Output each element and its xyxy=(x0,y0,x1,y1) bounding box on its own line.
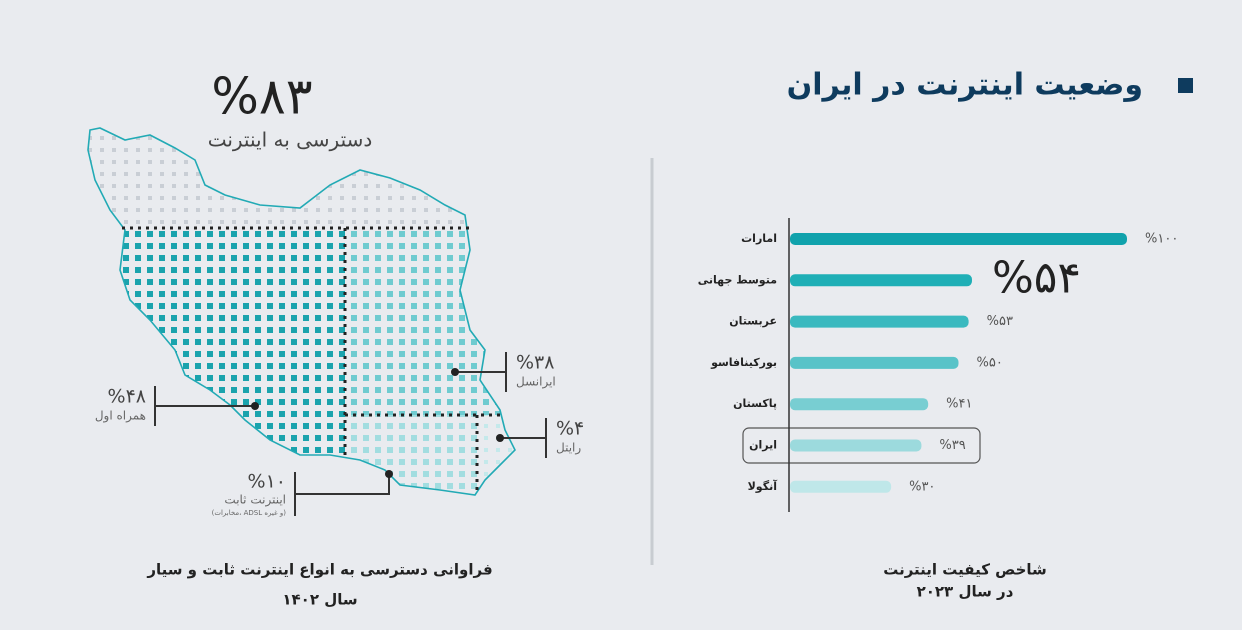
operator-value: %۳۸ xyxy=(516,352,554,374)
category-label: ایران xyxy=(749,439,777,452)
operator-value: %۴ xyxy=(556,418,584,440)
page-title: وضعیت اینترنت در ایران xyxy=(787,68,1143,103)
map-caption-year: سال ۱۴۰۲ xyxy=(282,591,357,609)
bar xyxy=(790,439,922,452)
operator-note: (مخابرات، ADSL و غیره) xyxy=(212,509,287,517)
callout-dots xyxy=(251,368,504,478)
category-label: عربستان xyxy=(729,315,777,328)
value-label: %۵۳ xyxy=(987,314,1013,329)
map-headline: %۸۳ xyxy=(211,68,312,126)
category-label: متوسط جهانی xyxy=(698,273,777,286)
operator-value: %۴۸ xyxy=(108,386,146,408)
bar xyxy=(790,315,969,328)
operator-name: ایرانسل xyxy=(516,375,556,390)
bar xyxy=(790,398,929,411)
bar xyxy=(790,233,1127,245)
operator-name: رایتل xyxy=(556,441,581,456)
value-label: %۱۰۰ xyxy=(1145,232,1178,247)
map-headline-label: دسترسی به اینترنت xyxy=(208,128,373,152)
map-dots xyxy=(88,128,515,495)
value-label: %۳۹ xyxy=(939,438,965,453)
category-label: امارات xyxy=(741,232,777,245)
region-borders xyxy=(122,226,500,495)
bar xyxy=(790,274,972,287)
category-label: پاکستان xyxy=(733,397,777,410)
value-label: %۵۴ xyxy=(992,252,1081,303)
value-label: %۵۰ xyxy=(977,355,1003,370)
bar xyxy=(790,480,892,493)
operator-value: %۱۰ xyxy=(248,471,286,493)
chart-title: شاخص کیفیت اینترنت xyxy=(883,561,1047,579)
value-label: %۴۱ xyxy=(946,397,972,412)
category-label: بورکینافاسو xyxy=(710,356,777,369)
chart-subtitle: در سال ۲۰۲۳ xyxy=(917,583,1014,601)
highlight-box xyxy=(742,427,981,464)
title-bullet xyxy=(1178,78,1193,93)
operator-name: اینترنت ثابت xyxy=(224,493,286,508)
operator-name: همراه اول xyxy=(95,409,146,424)
bar xyxy=(790,356,959,369)
value-label: %۳۰ xyxy=(909,479,935,494)
category-label: آنگولا xyxy=(748,479,778,493)
callout-lines xyxy=(154,352,547,516)
map-caption: فراوانی دسترسی به انواع اینترنت ثابت و س… xyxy=(146,561,492,579)
